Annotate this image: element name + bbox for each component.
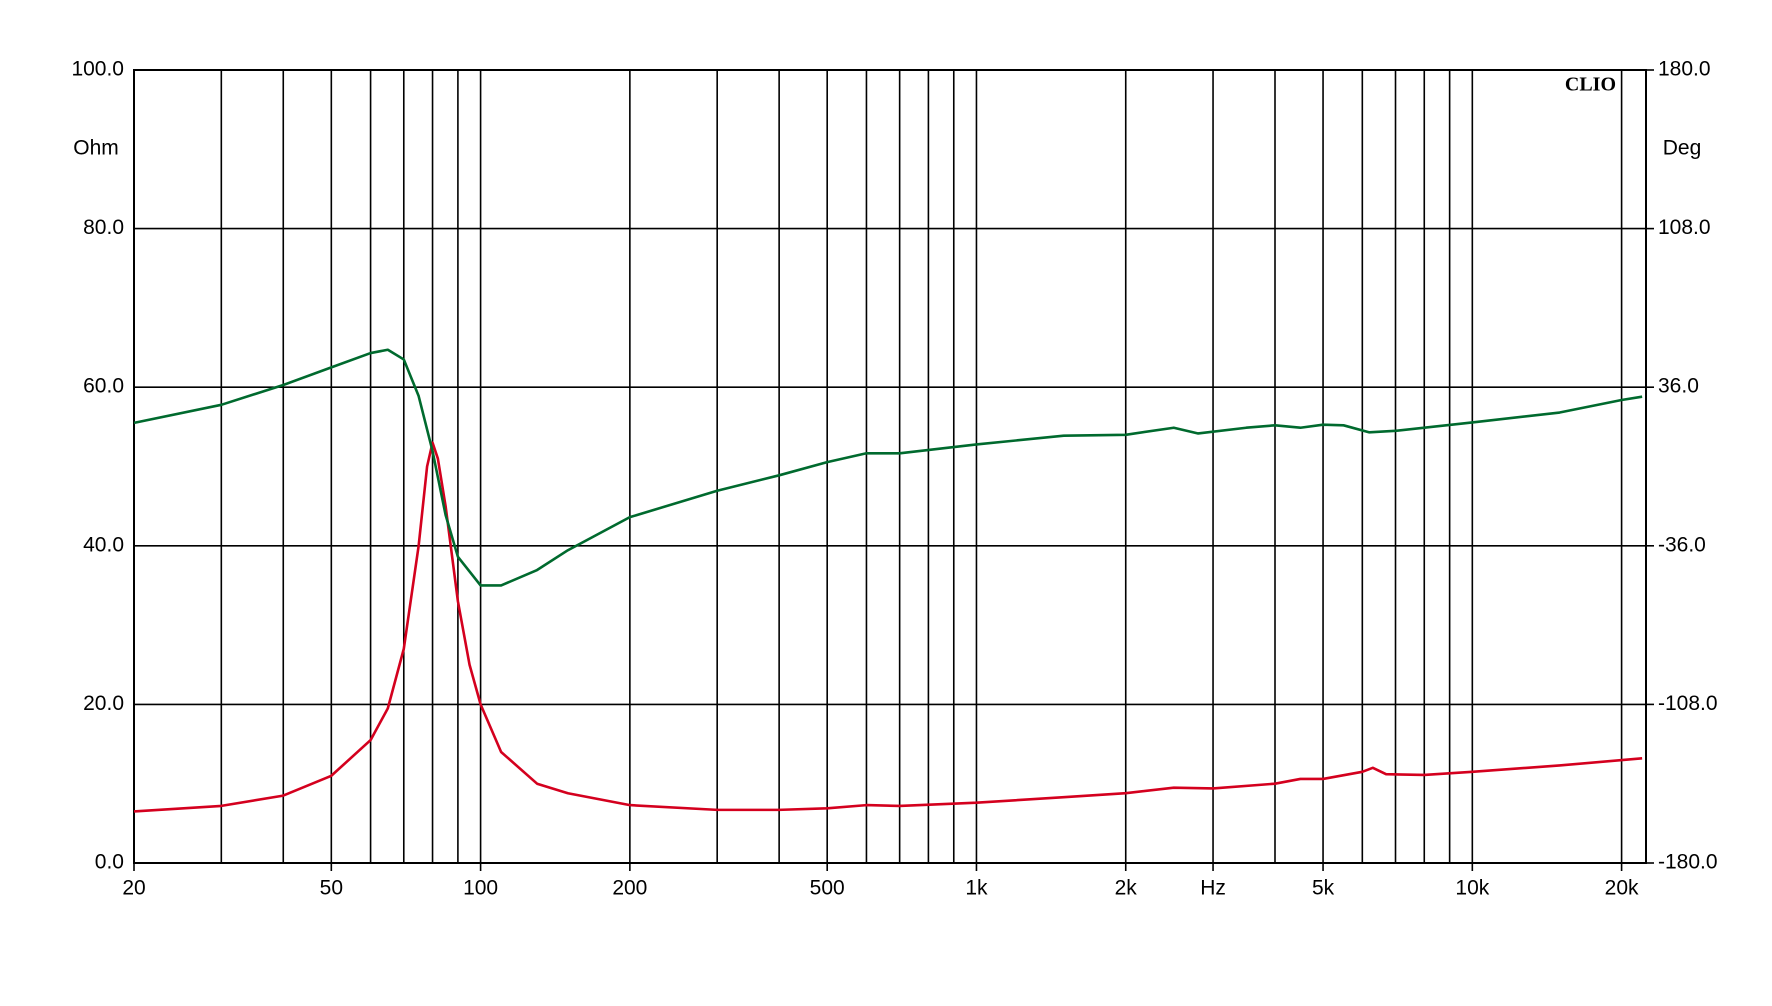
series-line xyxy=(133,441,1643,813)
y-tick-label: 100.0 xyxy=(71,58,124,81)
x-tick-label: 20 xyxy=(122,877,145,900)
y-axis-label: Ohm xyxy=(73,137,119,160)
y2-tick-label: 36.0 xyxy=(1658,375,1699,398)
x-tick-label: 1k xyxy=(965,877,988,900)
y-tick-label: 20.0 xyxy=(83,692,124,715)
y2-tick-label: -36.0 xyxy=(1658,533,1706,556)
x-tick-label: 200 xyxy=(612,877,647,900)
x-tick-label: 500 xyxy=(810,877,845,900)
y2-tick-label: -108.0 xyxy=(1658,692,1718,715)
x-tick-label: 10k xyxy=(1455,877,1489,900)
x-tick-label: 100 xyxy=(463,877,498,900)
y2-tick-label: 108.0 xyxy=(1658,216,1711,239)
x-tick-label: 5k xyxy=(1312,877,1335,900)
series-line xyxy=(133,348,1643,587)
y2-tick-label: -180.0 xyxy=(1658,851,1718,874)
y-tick-label: 40.0 xyxy=(83,533,124,556)
x-tick-label: 2k xyxy=(1115,877,1138,900)
y2-axis-label: Deg xyxy=(1663,137,1702,160)
y-tick-label: 60.0 xyxy=(83,375,124,398)
x-tick-label: 50 xyxy=(320,877,343,900)
y2-tick-label: 180.0 xyxy=(1658,58,1711,81)
y-tick-label: 80.0 xyxy=(83,216,124,239)
x-tick-label: Hz xyxy=(1200,877,1226,900)
y-tick-label: 0.0 xyxy=(95,851,124,874)
annotation: CLIO xyxy=(1565,74,1616,96)
plot-frame xyxy=(133,69,1647,864)
x-tick-label: 20k xyxy=(1605,877,1639,900)
